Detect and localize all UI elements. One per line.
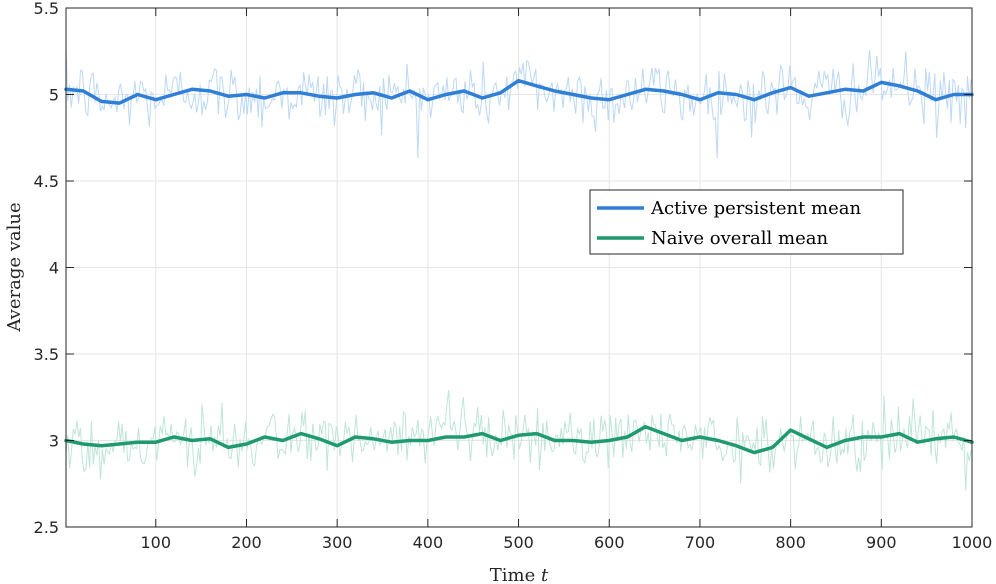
legend-label-active: Active persistent mean (650, 198, 862, 219)
tick-labels: 100 200 300 400 500 600 700 800 900 1000 2.5 3 3.5 4 4… (34, 0, 993, 552)
x-tick-label: 700 (685, 533, 716, 552)
x-tick-label: 400 (413, 533, 444, 552)
legend-box (589, 189, 904, 255)
y-tick-label: 4.5 (34, 172, 59, 191)
x-axis-label: Time t (490, 565, 549, 584)
x-axis-label-text: Time (490, 565, 535, 584)
x-tick-label: 100 (141, 533, 172, 552)
series-line-0 (64, 78, 974, 105)
series-line-1 (64, 424, 974, 455)
x-tick-label: 800 (775, 533, 806, 552)
raw-series-line-0 (65, 46, 972, 159)
x-tick-label: 600 (594, 533, 625, 552)
ticks (66, 7, 973, 528)
x-tick-label: 300 (322, 533, 353, 552)
legend: Active persistent mean Naive overall mea… (589, 189, 904, 255)
x-tick-label: 500 (503, 533, 534, 552)
y-tick-label: 3.5 (34, 345, 59, 364)
y-tick-label: 2.5 (34, 518, 59, 537)
x-tick-label: 900 (866, 533, 897, 552)
y-axis-label: Average value (4, 202, 25, 332)
x-tick-label: 1000 (952, 533, 993, 552)
y-tick-label: 4 (49, 259, 59, 278)
series-lines (64, 78, 974, 455)
y-tick-label: 5.5 (34, 0, 59, 18)
x-tick-label: 200 (231, 533, 262, 552)
y-tick-label: 5 (49, 86, 59, 105)
x-axis-label-var: t (541, 565, 549, 584)
legend-label-naive: Naive overall mean (651, 228, 828, 249)
y-tick-label: 3 (49, 432, 59, 451)
